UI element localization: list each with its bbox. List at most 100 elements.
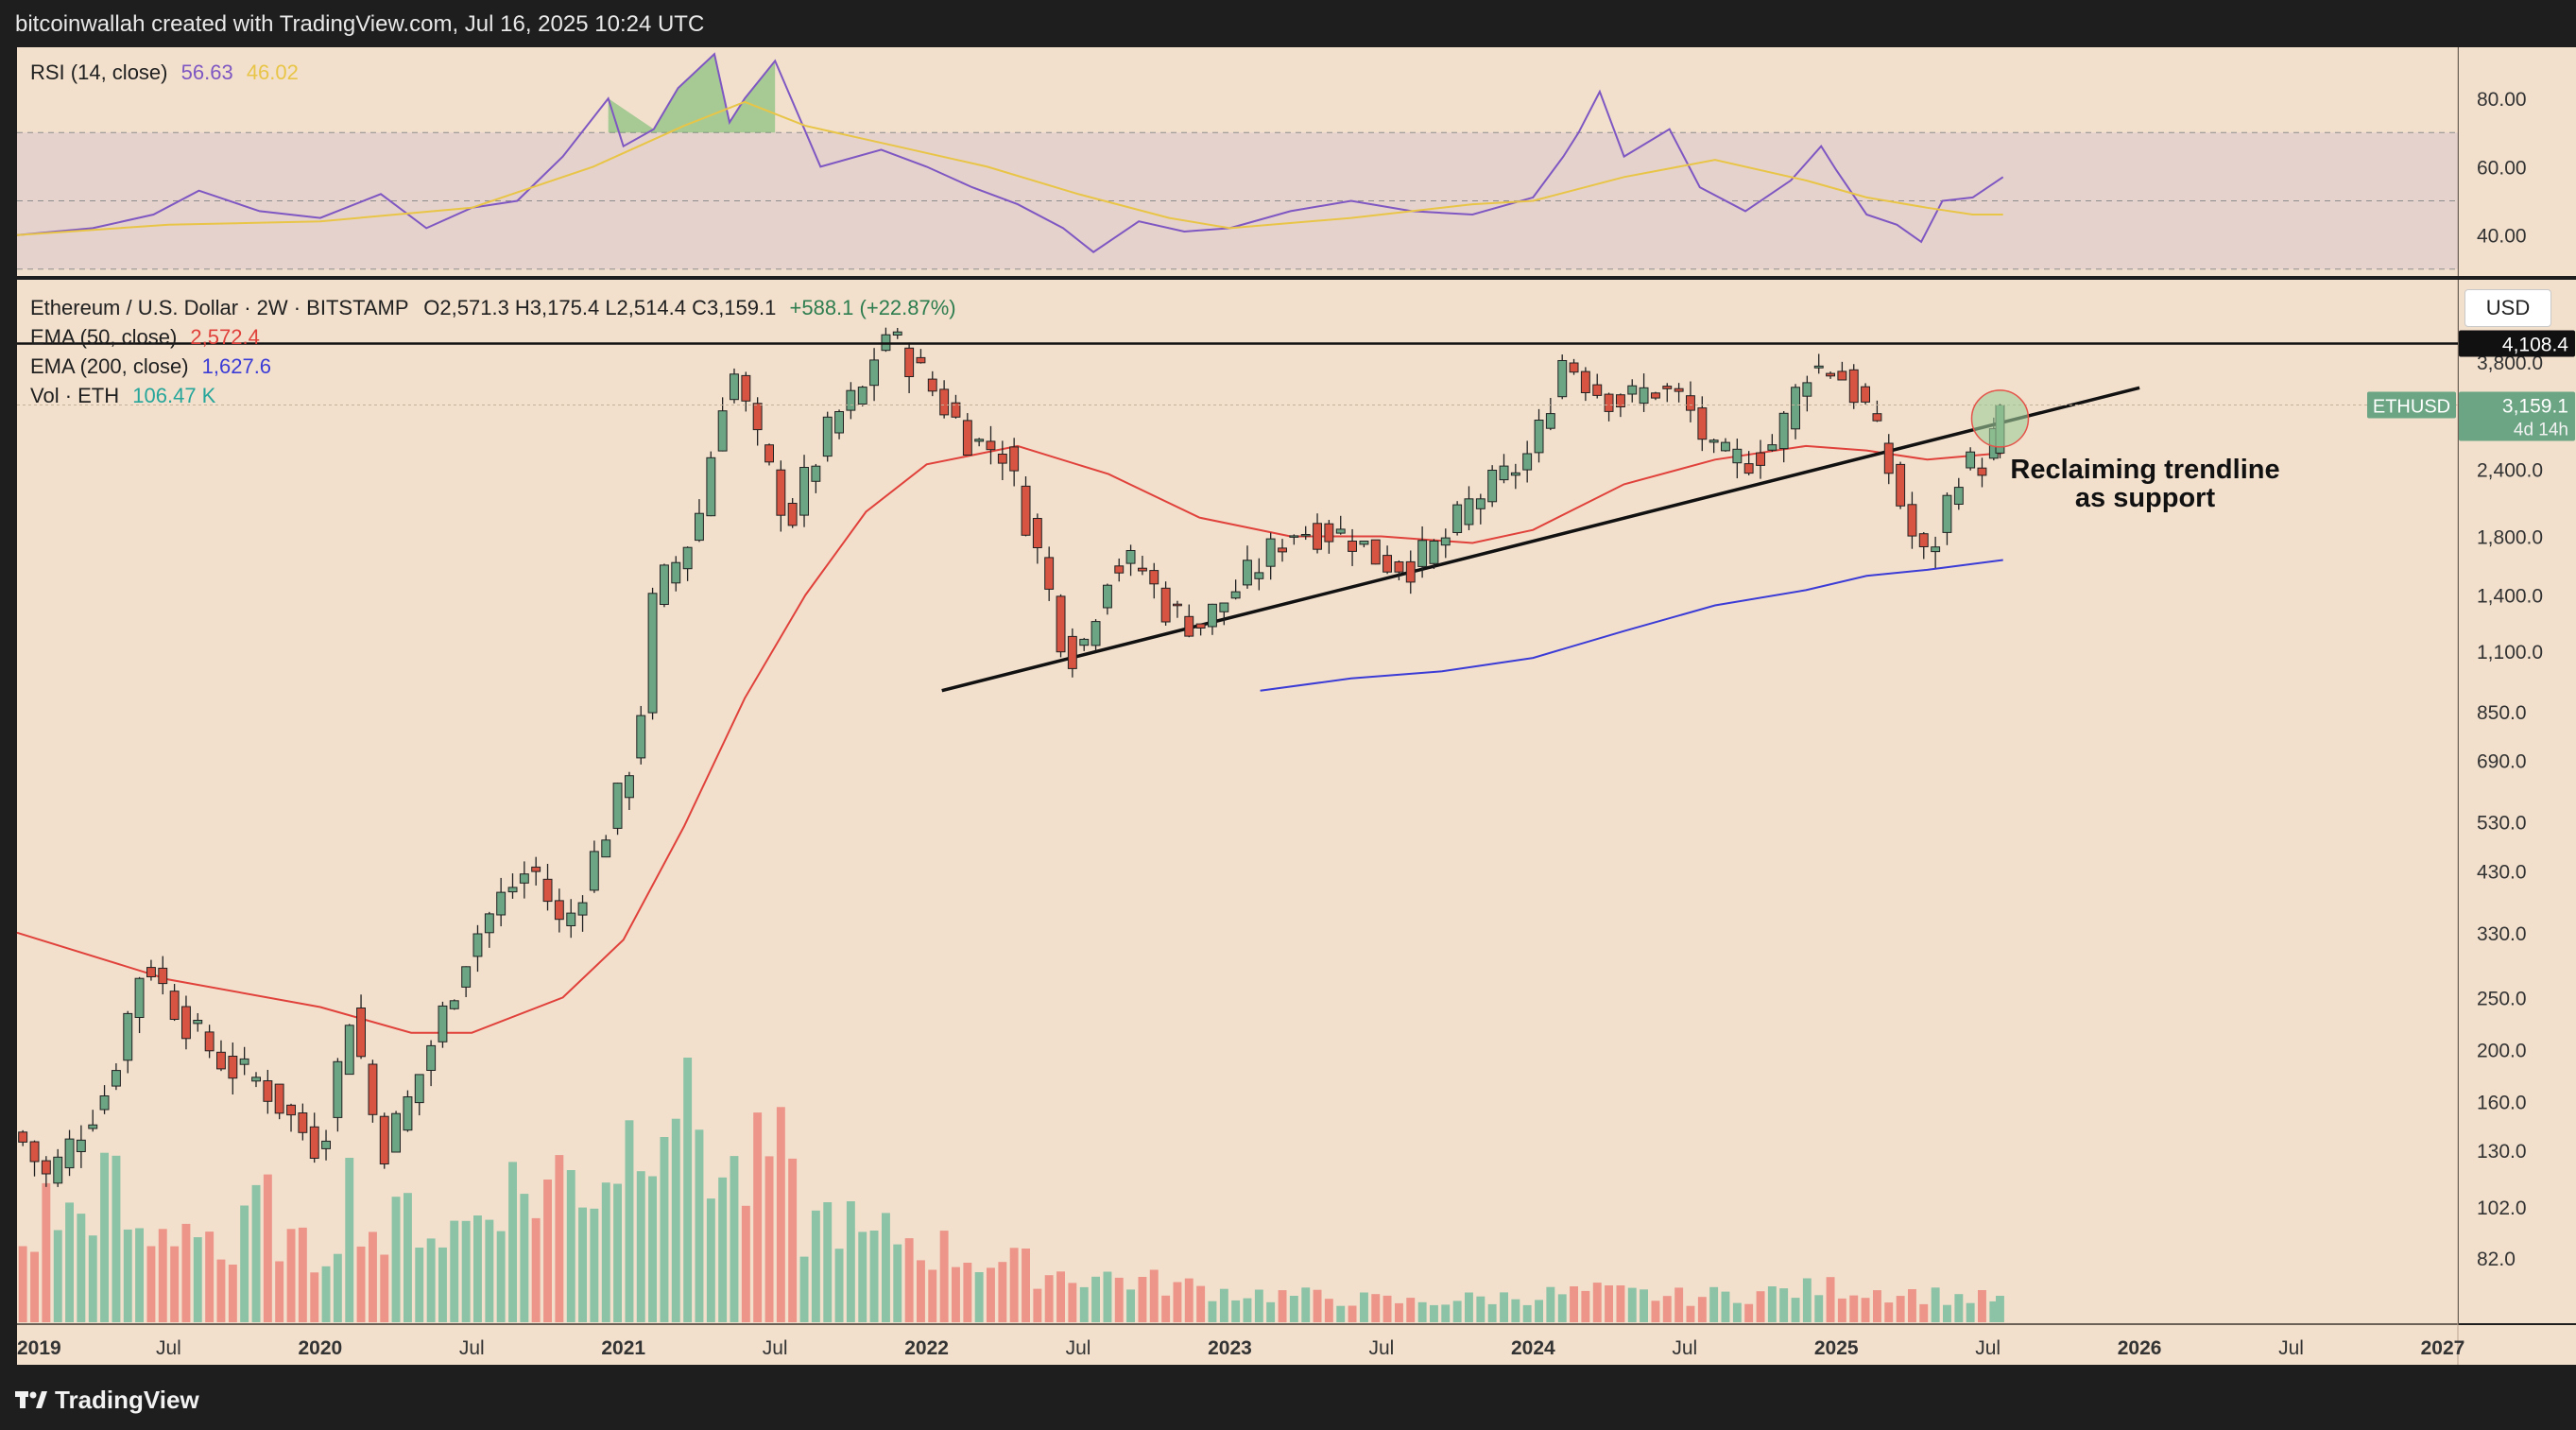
candle-up [99,1095,110,1111]
volume-bar [1196,1285,1206,1322]
time-tick-label: 2027 [2421,1337,2465,1359]
candle-down [916,356,926,364]
volume-bar [1149,1269,1159,1322]
volume-bar [974,1272,984,1322]
candle-down [1743,463,1754,474]
candle-down [1616,394,1625,408]
price-axis-bg [2459,280,2576,1323]
volume-bar [216,1259,226,1322]
candle-up [1802,382,1812,397]
candle-up [846,389,856,411]
volume-bar [1779,1288,1789,1322]
price-tick-label: 102.0 [2477,1197,2527,1219]
candle-down [1848,369,1859,404]
volume-bar [1009,1248,1019,1322]
volume-bar [1884,1302,1894,1322]
candle-down [1195,623,1206,629]
volume-bar [613,1183,622,1322]
rsi-legend-label: RSI (14, close) [30,60,168,84]
volume-bar [1756,1291,1765,1322]
candle-down [41,1160,51,1175]
candle-down [1021,485,1031,536]
candle-up [1079,638,1090,646]
price-tick-label: 530.0 [2477,813,2527,835]
candle-up [321,1140,332,1149]
time-tick-label: 2021 [601,1337,645,1359]
volume-bar [1791,1298,1800,1322]
volume-bar [1662,1296,1672,1322]
candle-up [1534,420,1544,454]
time-tick-label: 2025 [1814,1337,1859,1359]
volume-bar [30,1251,39,1322]
candle-down [1184,615,1194,637]
volume-bar [1849,1295,1859,1322]
volume-bar [1022,1249,1030,1322]
price-tick-label: 130.0 [2477,1141,2527,1163]
volume-legend[interactable]: Vol · ETH 106.47 K [30,384,215,408]
rsi-overbought-fill [608,54,776,133]
volume-bar [415,1248,424,1322]
volume-bar [438,1247,447,1322]
volume-bar [1697,1297,1707,1322]
candle-down [1662,386,1673,389]
ema50-legend[interactable]: EMA (50, close) 2,572.4 [30,325,260,350]
candle-up [1557,360,1568,398]
volume-bar [1254,1289,1263,1322]
tradingview-logo[interactable]: TradingView [15,1386,199,1415]
volume-bar [753,1112,763,1322]
candle-up [636,715,646,759]
volume-bar [1640,1289,1648,1322]
candle-up [1125,550,1136,564]
candle-up [1522,453,1533,471]
volume-bar [1219,1288,1228,1322]
candle-down [927,378,937,392]
volume-bar [1382,1295,1392,1322]
volume-bar [426,1238,436,1322]
price-tick-label: 2,400.0 [2477,459,2543,481]
volume-bar [18,1246,27,1322]
volume-bar [1908,1289,1916,1322]
symbol-label[interactable]: Ethereum / U.S. Dollar · 2W · BITSTAMP [30,296,409,319]
volume-bar [1056,1271,1065,1322]
candle-up [1335,528,1346,534]
candle-up [112,1070,121,1087]
volume-bar [601,1182,610,1322]
candle-down [542,878,553,903]
ema200-label: EMA (200, close) [30,354,189,378]
candle-up [1487,470,1498,503]
candle-down [1872,413,1882,422]
candle-up [834,411,844,434]
volume-bar [369,1232,377,1322]
candle-down [1907,504,1917,537]
candle-up [1254,572,1264,579]
time-tick-label: 2024 [1511,1337,1555,1359]
candle-down [1977,467,1987,476]
candle-up [251,1077,262,1082]
volume-bar [648,1176,657,1322]
volume-bar [1767,1286,1777,1322]
volume-bar [65,1202,74,1322]
candle-down [298,1112,308,1133]
volume-bar [1406,1298,1416,1322]
volume-bar [1996,1296,2004,1322]
candle-down [962,420,972,456]
candle-down [181,1006,191,1040]
ema200-legend[interactable]: EMA (200, close) 1,627.6 [30,354,271,379]
price-tick-label: 3,800.0 [2477,353,2543,374]
candle-up [344,1025,354,1076]
candle-up [1230,591,1241,599]
currency-button[interactable]: USD [2464,289,2551,327]
volume-bar [1500,1292,1508,1322]
volume-bar [240,1205,249,1322]
volume-bar [286,1229,296,1322]
volume-bar [718,1177,728,1322]
annotation-text: Reclaiming trendline as support [1984,456,2306,512]
candle-up [1243,560,1252,586]
candle-down [554,900,564,921]
volume-bar [263,1174,272,1322]
candle-down [1324,523,1334,543]
candle-down [1837,370,1847,381]
volume-bar [846,1201,855,1322]
volume-bar [928,1269,937,1322]
